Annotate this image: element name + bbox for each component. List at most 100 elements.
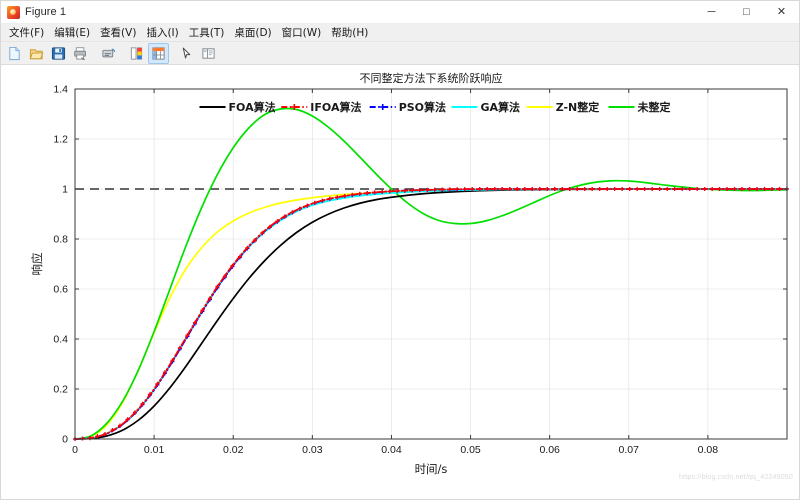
x-axis-label: 时间/s <box>415 462 448 476</box>
series-marker <box>305 203 310 208</box>
series-marker <box>222 274 227 279</box>
series-marker <box>530 187 535 191</box>
axes-box <box>74 88 788 440</box>
series-marker <box>657 187 662 191</box>
series-marker <box>537 187 542 191</box>
series-marker <box>402 188 407 193</box>
close-button[interactable]: ✕ <box>776 5 787 18</box>
save-figure-icon[interactable] <box>48 43 69 64</box>
legend-label-4: Z-N整定 <box>556 100 600 114</box>
menu-item-edit[interactable]: 编辑(E) <box>54 27 91 39</box>
series-marker <box>425 187 430 192</box>
watermark-text: https://blog.csdn.net/qq_42249050 <box>678 474 793 481</box>
series-marker <box>612 187 617 191</box>
series-marker <box>252 238 257 243</box>
menu-bar: 文件(F) 编辑(E) 查看(V) 插入(I) 工具(T) 桌面(D) 窗口(W… <box>1 24 799 42</box>
y-tick-label: 0 <box>62 434 68 446</box>
series-marker <box>185 333 190 338</box>
series-marker <box>680 187 685 191</box>
series-marker <box>275 219 280 224</box>
step-response-plot: 不同整定方法下系统阶跃响应 0 0.01 0.02 0.03 0.04 0.05 0.06 0.… <box>30 71 789 476</box>
series-marker <box>282 214 287 219</box>
series-marker <box>470 187 475 192</box>
legend-label-2: PSO算法 <box>399 100 446 114</box>
x-tick-label: 0 <box>72 444 78 456</box>
series-marker <box>455 187 460 192</box>
series-marker <box>522 187 527 191</box>
chart-title: 不同整定方法下系统阶跃响应 <box>360 71 503 85</box>
axes-container: 不同整定方法下系统阶跃响应 0 0.01 0.02 0.03 0.04 0.05 0.06 0.… <box>1 65 799 499</box>
series-marker <box>207 296 212 301</box>
series-marker <box>192 320 197 325</box>
maximize-button[interactable]: □ <box>743 5 750 18</box>
x-tick-label: 0.06 <box>539 444 560 456</box>
minimize-button[interactable]: ─ <box>707 5 716 18</box>
legend-label-3: GA算法 <box>481 100 521 114</box>
series-marker <box>687 187 692 191</box>
series-marker <box>312 200 317 205</box>
legend[interactable]: FOA算法 IFOA算法 PSO算法 GA算法 Z-N整定 未整定 <box>199 100 671 114</box>
series-marker <box>740 187 744 191</box>
series-marker <box>567 187 572 191</box>
series-marker <box>440 187 445 192</box>
series-marker <box>515 187 520 191</box>
x-tick-label: 0.07 <box>619 444 640 456</box>
edit-plot-arrow-icon[interactable] <box>176 43 197 64</box>
series-marker <box>365 191 370 195</box>
series-marker <box>717 187 722 191</box>
y-tick-label: 0.4 <box>53 334 68 346</box>
series-marker <box>770 187 774 191</box>
series-marker <box>95 434 100 439</box>
y-axis-label: 响应 <box>30 253 44 276</box>
x-tick-label: 0.02 <box>223 444 244 456</box>
series-marker <box>777 187 782 191</box>
series-marker <box>560 187 565 191</box>
series-marker <box>200 308 205 313</box>
series-1 <box>73 187 789 441</box>
series-marker <box>672 187 677 191</box>
menu-item-desktop[interactable]: 桌面(D) <box>234 27 272 39</box>
menu-item-help[interactable]: 帮助(H) <box>331 27 369 39</box>
series-marker <box>477 187 482 192</box>
series-marker <box>702 187 707 191</box>
series-marker <box>103 432 107 436</box>
plot-browser-icon[interactable] <box>198 43 219 64</box>
series-marker <box>627 187 632 191</box>
x-tick-label: 0.03 <box>302 444 323 456</box>
menu-item-view[interactable]: 查看(V) <box>100 27 137 39</box>
series-marker <box>500 187 505 191</box>
link-plot-icon[interactable] <box>98 43 119 64</box>
series-marker <box>387 189 392 194</box>
series-marker <box>432 187 437 192</box>
new-figure-icon[interactable] <box>4 43 25 64</box>
legend-grid-icon[interactable] <box>148 42 169 64</box>
series-marker <box>485 187 490 191</box>
series-marker <box>245 245 250 250</box>
series-marker <box>380 189 385 194</box>
series-marker <box>297 206 302 211</box>
menu-item-tools[interactable]: 工具(T) <box>188 27 225 39</box>
series-marker <box>710 187 715 191</box>
series-marker <box>762 187 767 191</box>
series-marker <box>260 230 265 235</box>
series-marker <box>575 187 580 191</box>
x-tick-label: 0.04 <box>381 444 402 456</box>
series-marker <box>140 401 145 406</box>
menu-item-window[interactable]: 窗口(W) <box>281 27 322 39</box>
open-file-icon[interactable] <box>26 43 47 64</box>
series-marker <box>118 423 122 428</box>
series-marker <box>417 188 422 193</box>
menu-item-file[interactable]: 文件(F) <box>9 27 45 39</box>
y-tick-label: 1.2 <box>53 134 68 146</box>
series-marker <box>597 187 602 191</box>
colorbar-icon[interactable] <box>126 43 147 64</box>
print-figure-icon[interactable] <box>70 43 91 64</box>
series-marker <box>620 187 625 191</box>
series-marker <box>492 187 497 191</box>
menu-item-insert[interactable]: 插入(I) <box>146 27 179 39</box>
series-marker <box>605 187 610 191</box>
series-marker <box>177 345 182 350</box>
series-marker <box>237 254 242 259</box>
series-marker <box>350 192 355 197</box>
